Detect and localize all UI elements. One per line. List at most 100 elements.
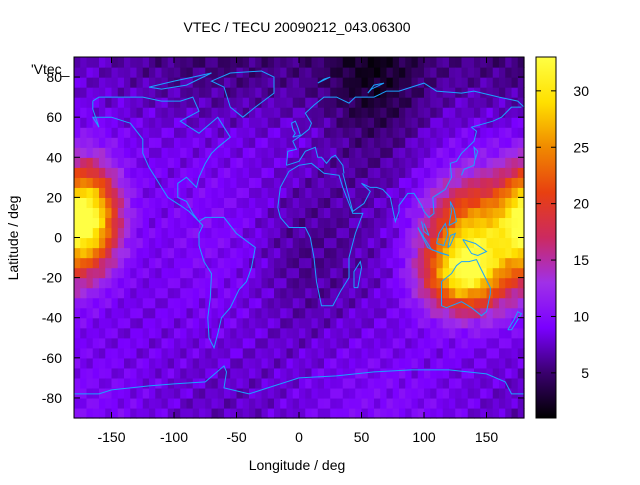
- heatmap-cell: [299, 277, 306, 289]
- heatmap-cell: [280, 387, 288, 399]
- heatmap-cell: [461, 57, 469, 68]
- heatmap-cell: [174, 207, 181, 219]
- heatmap-cell: [480, 257, 488, 269]
- heatmap-cell: [430, 97, 438, 108]
- heatmap-cell: [86, 187, 94, 198]
- heatmap-cell: [105, 407, 113, 419]
- heatmap-cell: [117, 127, 125, 138]
- heatmap-cell: [386, 257, 394, 269]
- heatmap-cell: [299, 327, 306, 339]
- heatmap-cell: [117, 397, 125, 409]
- heatmap-cell: [167, 357, 175, 369]
- heatmap-cell: [324, 77, 331, 88]
- heatmap-cell: [305, 337, 313, 349]
- heatmap-cell: [474, 77, 481, 88]
- heatmap-cell: [149, 147, 156, 158]
- heatmap-cell: [136, 367, 144, 379]
- heatmap-cell: [467, 107, 475, 118]
- heatmap-cell: [386, 217, 394, 229]
- heatmap-cell: [455, 77, 463, 88]
- heatmap-cell: [442, 297, 450, 309]
- heatmap-cell: [330, 197, 338, 209]
- heatmap-cell: [267, 77, 275, 88]
- heatmap-cell: [117, 217, 125, 229]
- heatmap-cell: [80, 307, 88, 319]
- heatmap-cell: [305, 307, 313, 319]
- heatmap-cell: [80, 247, 88, 259]
- heatmap-cell: [186, 347, 194, 359]
- heatmap-cell: [361, 217, 369, 229]
- heatmap-cell: [511, 107, 519, 118]
- heatmap-cell: [436, 197, 444, 209]
- heatmap-cell: [517, 317, 525, 329]
- heatmap-cell: [161, 297, 169, 309]
- heatmap-cell: [242, 237, 250, 249]
- heatmap-cell: [80, 167, 88, 178]
- heatmap-cell: [236, 77, 244, 88]
- heatmap-cell: [455, 247, 463, 259]
- heatmap-cell: [517, 287, 525, 299]
- heatmap-cell: [492, 77, 500, 88]
- heatmap-cell: [361, 147, 369, 158]
- heatmap-cell: [486, 297, 494, 309]
- heatmap-cell: [405, 327, 413, 339]
- colorbar-tick-label: 5: [581, 365, 589, 381]
- heatmap-cell: [105, 367, 113, 379]
- heatmap-cell: [74, 57, 81, 68]
- heatmap-cell: [80, 387, 88, 399]
- heatmap-cell: [199, 67, 206, 78]
- heatmap-cell: [124, 257, 131, 269]
- heatmap-cell: [386, 97, 394, 108]
- heatmap-cell: [230, 217, 238, 229]
- heatmap-cell: [286, 307, 294, 319]
- heatmap-cell: [180, 367, 188, 379]
- heatmap-cell: [142, 407, 150, 419]
- heatmap-cell: [242, 217, 250, 229]
- heatmap-cell: [492, 257, 500, 269]
- heatmap-cell: [274, 307, 281, 319]
- heatmap-cell: [174, 157, 181, 168]
- heatmap-cell: [155, 147, 163, 158]
- heatmap-cell: [405, 337, 413, 349]
- heatmap-cell: [330, 77, 338, 88]
- heatmap-cell: [486, 327, 494, 339]
- heatmap-cell: [405, 217, 413, 229]
- heatmap-cell: [324, 357, 331, 369]
- heatmap-cell: [261, 167, 269, 178]
- heatmap-cell: [417, 367, 425, 379]
- heatmap-cell: [305, 177, 313, 188]
- heatmap-cell: [205, 97, 213, 108]
- heatmap-cell: [299, 397, 306, 409]
- heatmap-cell: [124, 387, 131, 399]
- heatmap-cell: [80, 57, 88, 68]
- heatmap-cell: [117, 327, 125, 339]
- heatmap-cell: [355, 117, 363, 128]
- heatmap-cell: [292, 97, 300, 108]
- heatmap-cell: [486, 107, 494, 118]
- heatmap-cell: [330, 407, 338, 419]
- heatmap-cell: [336, 367, 344, 379]
- heatmap-cell: [355, 67, 363, 78]
- heatmap-cell: [505, 267, 513, 279]
- heatmap-cell: [242, 367, 250, 379]
- heatmap-cell: [317, 287, 325, 299]
- heatmap-cell: [255, 187, 263, 198]
- heatmap-cell: [349, 367, 356, 379]
- heatmap-cell: [374, 147, 381, 158]
- heatmap-cell: [199, 107, 206, 118]
- heatmap-cell: [467, 367, 475, 379]
- heatmap-cell: [80, 137, 88, 148]
- heatmap-cell: [480, 307, 488, 319]
- heatmap-cell: [461, 177, 469, 188]
- heatmap-cell: [474, 297, 481, 309]
- heatmap-cell: [355, 257, 363, 269]
- heatmap-cell: [405, 147, 413, 158]
- heatmap-cell: [124, 187, 131, 198]
- heatmap-cell: [405, 97, 413, 108]
- heatmap-cell: [130, 207, 138, 219]
- heatmap-cell: [74, 307, 81, 319]
- heatmap-cell: [424, 127, 431, 138]
- heatmap-cell: [167, 377, 175, 389]
- heatmap-cell: [324, 177, 331, 188]
